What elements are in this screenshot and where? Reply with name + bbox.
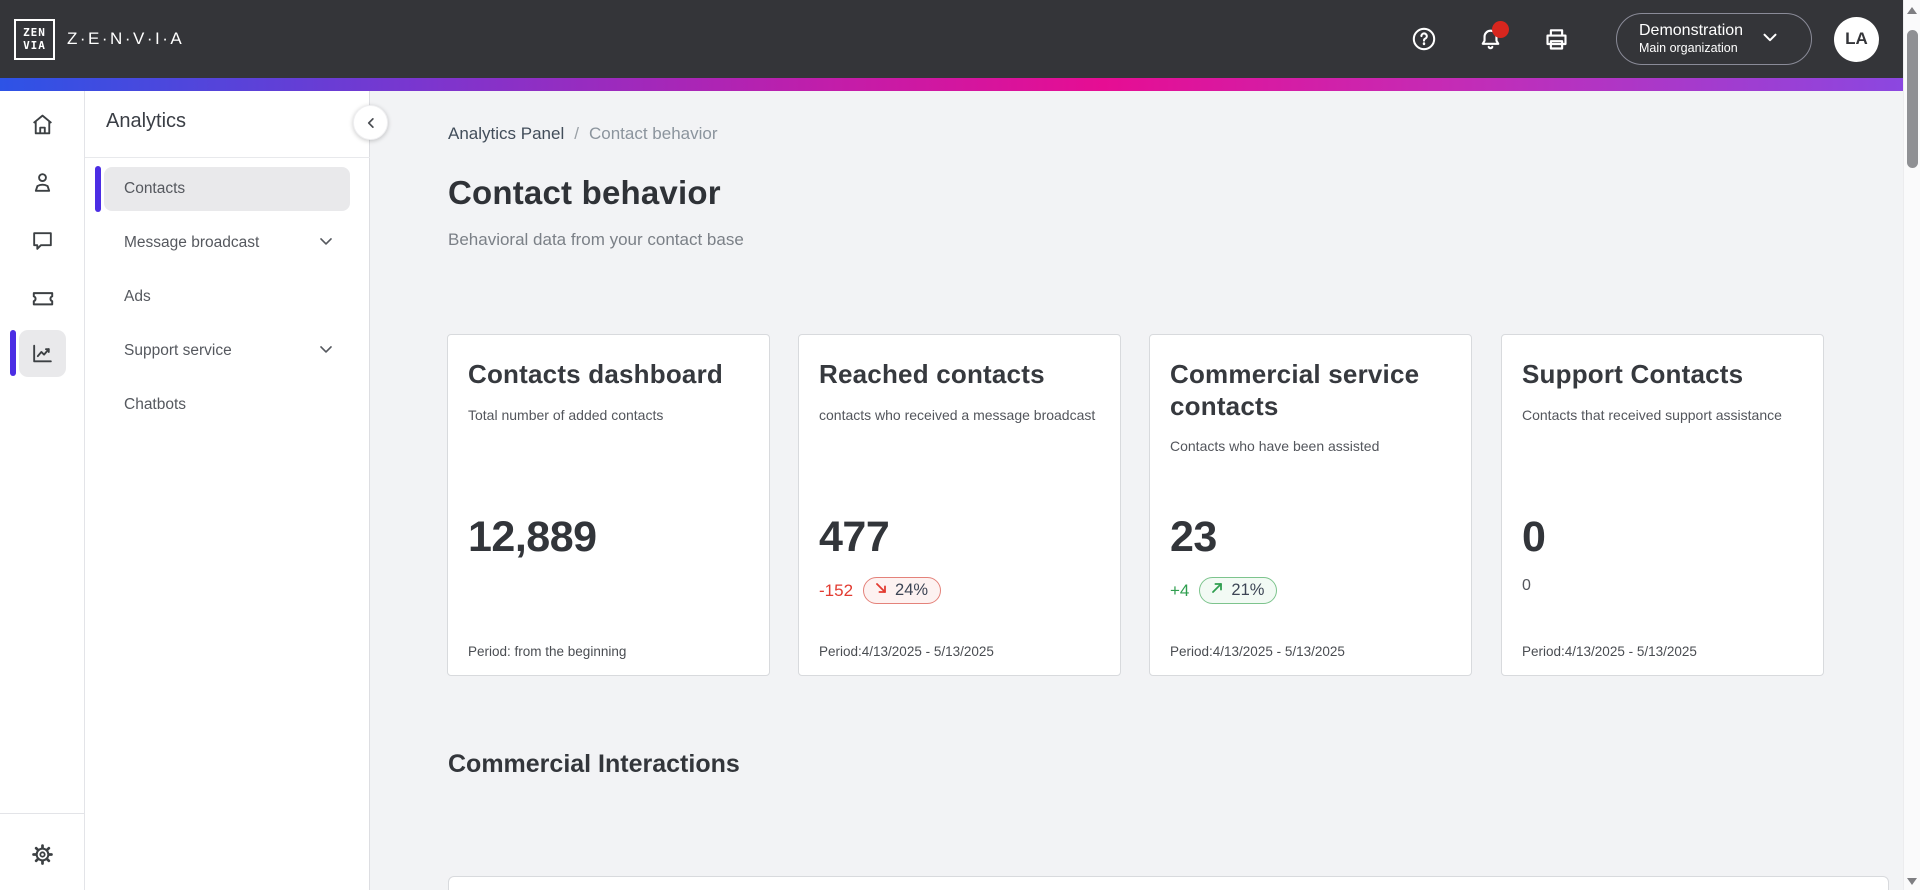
page-subtitle: Behavioral data from your contact base — [448, 230, 744, 249]
menu-item-label: Ads — [124, 288, 151, 305]
menu-item-ads[interactable]: Ads — [104, 275, 350, 319]
card-value: 12,889 — [468, 513, 597, 561]
topbar: ZEN VIA Z·E·N·V·I·A — [0, 0, 1903, 78]
notification-badge — [1492, 21, 1509, 38]
trend-badge-down: 24% — [863, 577, 942, 604]
breadcrumb-current: Contact behavior — [588, 124, 718, 143]
organization-switcher[interactable]: Demonstration Main organization — [1616, 13, 1812, 65]
scrollbar-thumb[interactable] — [1906, 30, 1918, 168]
sidebar-item-contacts[interactable] — [0, 157, 85, 207]
gear-icon — [19, 831, 66, 878]
card-title: Contacts dashboard — [468, 359, 723, 389]
zenvia-brand[interactable]: ZEN VIA Z·E·N·V·I·A — [14, 18, 185, 60]
logo-text-bottom: VIA — [23, 38, 46, 52]
organization-name: Demonstration — [1639, 22, 1744, 40]
section-title-commercial-interactions: Commercial Interactions — [448, 750, 740, 778]
zenvia-logo-icon: ZEN VIA — [14, 18, 55, 60]
card-period: Period:4/13/2025 - 5/13/2025 — [1170, 644, 1345, 659]
person-icon — [19, 159, 66, 206]
line-chart-icon — [19, 329, 66, 377]
scroll-up-arrow[interactable] — [1907, 7, 1917, 14]
printer-icon[interactable] — [1536, 19, 1576, 59]
ticket-icon — [19, 275, 66, 322]
panel-title: Analytics — [106, 110, 187, 132]
menu-item-chatbots[interactable]: Chatbots — [104, 383, 350, 427]
user-avatar[interactable]: LA — [1834, 16, 1879, 62]
trend-badge-up: 21% — [1199, 577, 1278, 604]
delta-percent: 24% — [895, 581, 929, 599]
panel-divider — [85, 157, 370, 158]
logo-text-top: ZEN — [23, 25, 46, 39]
main-content: Analytics Panel / Contact behavior Conta… — [370, 91, 1903, 890]
card-title: Support Contacts — [1522, 359, 1744, 389]
sidebar-item-analytics[interactable] — [0, 328, 85, 378]
brand-wordmark: Z·E·N·V·I·A — [67, 29, 185, 48]
scroll-down-arrow[interactable] — [1907, 878, 1917, 885]
chat-bubble-icon — [19, 217, 66, 264]
card-description: contacts who received a message broadcas… — [819, 406, 1096, 423]
kpi-card-reached-contacts: Reached contacts contacts who received a… — [798, 334, 1121, 676]
kpi-card-support-contacts: Support Contacts Contacts that received … — [1501, 334, 1824, 676]
analytics-panel: Analytics Contacts Message broadcast Ads… — [85, 91, 388, 890]
rail-divider — [0, 813, 84, 814]
menu-item-label: Chatbots — [124, 396, 187, 413]
chevron-down-icon — [316, 231, 336, 256]
avatar-initials: LA — [1845, 29, 1868, 48]
card-value: 0 — [1522, 513, 1546, 561]
menu-item-label: Contacts — [124, 180, 186, 197]
menu-item-message-broadcast[interactable]: Message broadcast — [104, 221, 350, 265]
card-period: Period:4/13/2025 - 5/13/2025 — [819, 644, 994, 659]
delta-value: -152 — [819, 580, 854, 600]
card-description: Total number of added contacts — [468, 406, 664, 423]
help-icon[interactable] — [1404, 19, 1444, 59]
card-description: Contacts that received support assistanc… — [1522, 406, 1782, 423]
vertical-scrollbar[interactable] — [1903, 0, 1920, 890]
kpi-card-commercial-service-contacts: Commercial service contacts Contacts who… — [1149, 334, 1472, 676]
organization-subtitle: Main organization — [1639, 41, 1738, 56]
commercial-interactions-card — [448, 876, 1889, 890]
brand-gradient-bar — [0, 78, 1903, 91]
breadcrumb-separator: / — [574, 124, 579, 143]
arrow-up-right-icon — [1210, 581, 1224, 600]
analytics-menu: Contacts Message broadcast Ads Support s… — [85, 157, 370, 437]
card-description: Contacts who have been assisted — [1170, 438, 1380, 455]
card-period: Period: from the beginning — [468, 644, 627, 659]
delta-value: 0 — [1522, 577, 1531, 594]
breadcrumb-analytics-panel[interactable]: Analytics Panel — [448, 124, 565, 143]
chevron-down-icon — [316, 339, 336, 364]
delta-value: +4 — [1170, 580, 1190, 600]
card-period: Period:4/13/2025 - 5/13/2025 — [1522, 644, 1697, 659]
card-value: 477 — [819, 513, 890, 561]
kpi-card-contacts-dashboard: Contacts dashboard Total number of added… — [447, 334, 770, 676]
card-title: Reached contacts — [819, 359, 1045, 389]
breadcrumb: Analytics Panel / Contact behavior — [448, 124, 718, 144]
nav-rail — [0, 91, 85, 890]
menu-item-label: Message broadcast — [124, 234, 260, 251]
menu-item-support-service[interactable]: Support service — [104, 329, 350, 373]
panel-collapse-button[interactable] — [353, 105, 388, 140]
card-value: 23 — [1170, 513, 1217, 561]
card-delta-row: +4 21% — [1170, 577, 1278, 604]
sidebar-item-settings[interactable] — [0, 829, 85, 879]
card-title: Commercial service contacts — [1170, 359, 1420, 421]
sidebar-item-tickets[interactable] — [0, 273, 85, 323]
delta-percent: 21% — [1231, 581, 1265, 599]
menu-item-label: Support service — [124, 342, 232, 359]
arrow-down-right-icon — [874, 581, 888, 600]
sidebar-item-home[interactable] — [0, 99, 85, 149]
page-title: Contact behavior — [448, 174, 721, 211]
chevron-down-icon — [1759, 26, 1781, 53]
notifications-bell-icon[interactable] — [1470, 19, 1510, 59]
home-icon — [19, 101, 66, 148]
card-delta-row: 0 — [1522, 577, 1531, 595]
sidebar-item-conversations[interactable] — [0, 215, 85, 265]
card-delta-row: -152 24% — [819, 577, 942, 604]
menu-item-contacts[interactable]: Contacts — [95, 166, 350, 212]
